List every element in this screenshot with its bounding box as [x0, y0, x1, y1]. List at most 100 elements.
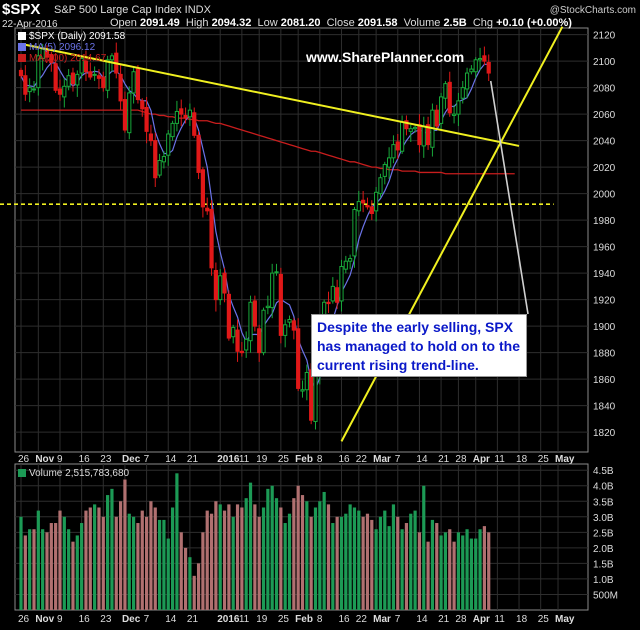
x-tick-label: 2016 — [217, 454, 240, 465]
candle-body — [36, 55, 41, 89]
volume-bar — [36, 510, 40, 610]
candle-body — [447, 81, 452, 114]
candle-body — [274, 271, 279, 274]
volume-bar — [201, 532, 205, 610]
x-tick-label: Feb — [295, 454, 313, 465]
volume-bar — [266, 488, 270, 610]
volume-bar — [162, 519, 166, 610]
price-panel: 1820 1840 1860 1880 1900 1920 1940 1960 1980 2000… — [0, 26, 616, 465]
candle-body — [300, 389, 305, 392]
x-tick-label: May — [555, 454, 575, 465]
candle-body — [443, 83, 448, 99]
x-tick-label: Nov — [35, 454, 54, 465]
volume-bar — [188, 557, 192, 610]
volume-bar — [166, 538, 170, 610]
x-tick-label: 16 — [338, 614, 350, 625]
volume-bar — [443, 532, 448, 610]
volume-bar — [344, 513, 348, 610]
x-tick-label: Feb — [295, 614, 313, 625]
x-tick-label: 8 — [317, 454, 323, 465]
high-label: High — [185, 17, 209, 29]
candle-body — [473, 59, 478, 73]
candle-body — [209, 209, 214, 269]
candle-body — [477, 57, 483, 61]
volume-bar — [279, 507, 283, 610]
x-tick-label: 16 — [79, 454, 91, 465]
company-name: S&P 500 Large Cap Index INDX — [54, 4, 211, 16]
volume-bar — [339, 516, 344, 610]
x-tick-label: Dec — [122, 454, 141, 465]
candle-body — [135, 68, 141, 101]
candle-body — [53, 63, 58, 91]
x-tick-label: Dec — [122, 614, 141, 625]
volume-bar — [305, 501, 309, 610]
volume-bar — [318, 501, 322, 610]
volume-bar — [54, 523, 58, 610]
volume-bar — [149, 501, 153, 610]
x-tick-label: 21 — [438, 614, 450, 625]
candle-body — [326, 301, 331, 305]
candle-body — [166, 133, 171, 156]
candle-body — [486, 61, 491, 74]
volume-bar — [106, 495, 110, 610]
volume-bar — [123, 479, 127, 610]
volume-bar — [469, 538, 473, 610]
volume-bar — [370, 519, 374, 610]
candle-body — [287, 319, 292, 323]
x-tick-label: Nov — [35, 614, 54, 625]
volume-bar — [413, 510, 417, 610]
volume-bar — [75, 535, 79, 610]
price-tick-label: 1820 — [593, 428, 616, 439]
volume-bar — [110, 488, 114, 610]
candle-body — [387, 157, 392, 168]
trendline — [20, 42, 520, 147]
candle-body — [131, 71, 136, 94]
volume-tick-label: 1.5B — [593, 559, 614, 570]
x-tick-label: 7 — [144, 454, 150, 465]
volume-bar — [426, 541, 430, 610]
volume-bar — [179, 532, 183, 610]
volume-bar — [227, 504, 231, 610]
candle-body — [482, 55, 487, 62]
candle-body — [153, 140, 158, 179]
candle-body — [252, 300, 257, 327]
volume-bar — [352, 507, 357, 610]
candle-body — [460, 87, 465, 99]
volume-panel: 26 Nov 9 16 23 Dec 7 14 21 2016 11 19 25 Feb 8 16 22 Mar 7… — [14, 463, 618, 625]
volume-tick-label: 3.5B — [593, 497, 614, 508]
x-tick-label: 25 — [538, 614, 550, 625]
candle-body — [187, 109, 193, 118]
candle-body — [404, 120, 409, 130]
candle-body — [469, 68, 474, 73]
volume-bar — [383, 510, 387, 610]
volume-bar — [80, 523, 84, 610]
volume-bar — [45, 532, 49, 610]
volume-bar — [235, 504, 240, 610]
candle-body — [183, 114, 188, 119]
candle-body — [31, 88, 37, 91]
x-tick-label: Mar — [373, 614, 391, 625]
open-value: 2091.49 — [139, 17, 180, 29]
stockcharts-brand[interactable]: @StockCharts.com — [549, 5, 636, 16]
candle-body — [365, 205, 370, 208]
x-tick-label: 14 — [165, 454, 177, 465]
volume-bar — [322, 491, 326, 610]
volume-bar — [49, 523, 53, 610]
candle-body — [157, 160, 162, 176]
candle-body — [339, 266, 344, 302]
x-tick-label: 7 — [144, 614, 150, 625]
x-tick-label: 7 — [395, 454, 401, 465]
x-tick-label: 21 — [187, 614, 199, 625]
candle-body — [283, 324, 288, 336]
x-tick-label: 19 — [256, 454, 268, 465]
volume-bar — [101, 516, 105, 610]
candle-body — [96, 75, 102, 79]
volume-tick-label: 1.0B — [593, 575, 614, 586]
candle-body — [174, 110, 180, 124]
candle-body — [400, 121, 405, 152]
volume-value: 2.5B — [443, 17, 467, 29]
x-tick-label: 16 — [79, 614, 91, 625]
volume-bar — [396, 516, 400, 610]
volume-bar — [93, 504, 97, 610]
open-label: Open — [110, 17, 137, 29]
